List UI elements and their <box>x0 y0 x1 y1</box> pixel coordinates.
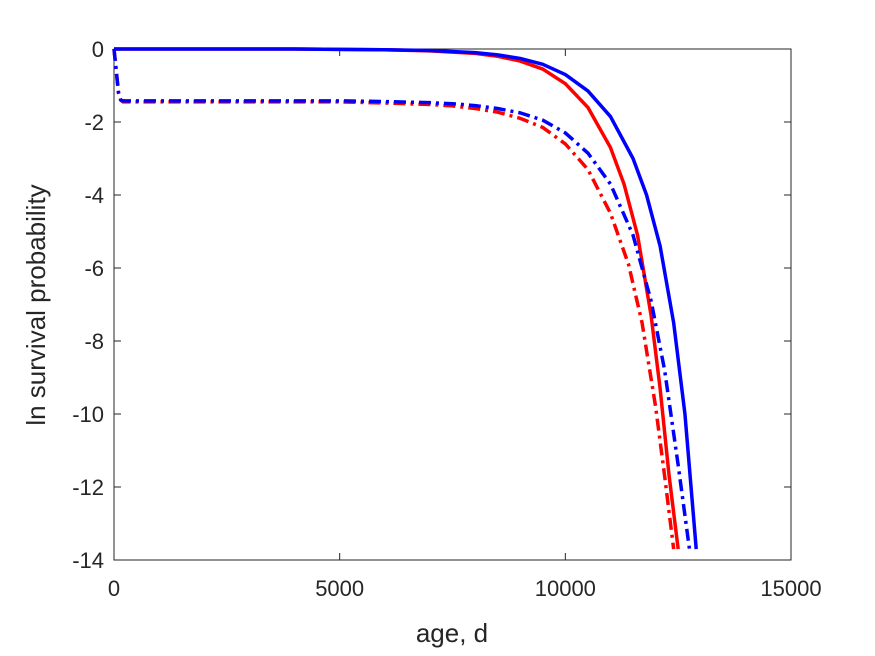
x-axis-label: age, d <box>416 618 488 648</box>
y-tick-label: -8 <box>84 329 104 354</box>
x-tick-label: 15000 <box>760 576 821 601</box>
data-series <box>112 47 698 550</box>
plot-area <box>113 48 792 561</box>
series-line-4 <box>112 48 692 550</box>
y-tick-label: -6 <box>84 256 104 281</box>
y-tick-label: 0 <box>92 37 104 62</box>
y-tick-label: -10 <box>72 402 104 427</box>
y-tick-label: -2 <box>84 110 104 135</box>
y-tick-label: -4 <box>84 183 104 208</box>
x-tick-label: 5000 <box>315 576 364 601</box>
axis-ticks: 0 5000 10000 15000 0 -2 -4 -6 -8 -10 -12 -14 <box>72 37 821 601</box>
y-tick-label: -14 <box>72 548 104 573</box>
series-line-2 <box>114 47 698 550</box>
y-axis-label: ln survival probability <box>21 184 51 425</box>
y-tick-label: -12 <box>72 475 104 500</box>
x-tick-label: 0 <box>108 576 120 601</box>
x-tick-label: 10000 <box>535 576 596 601</box>
